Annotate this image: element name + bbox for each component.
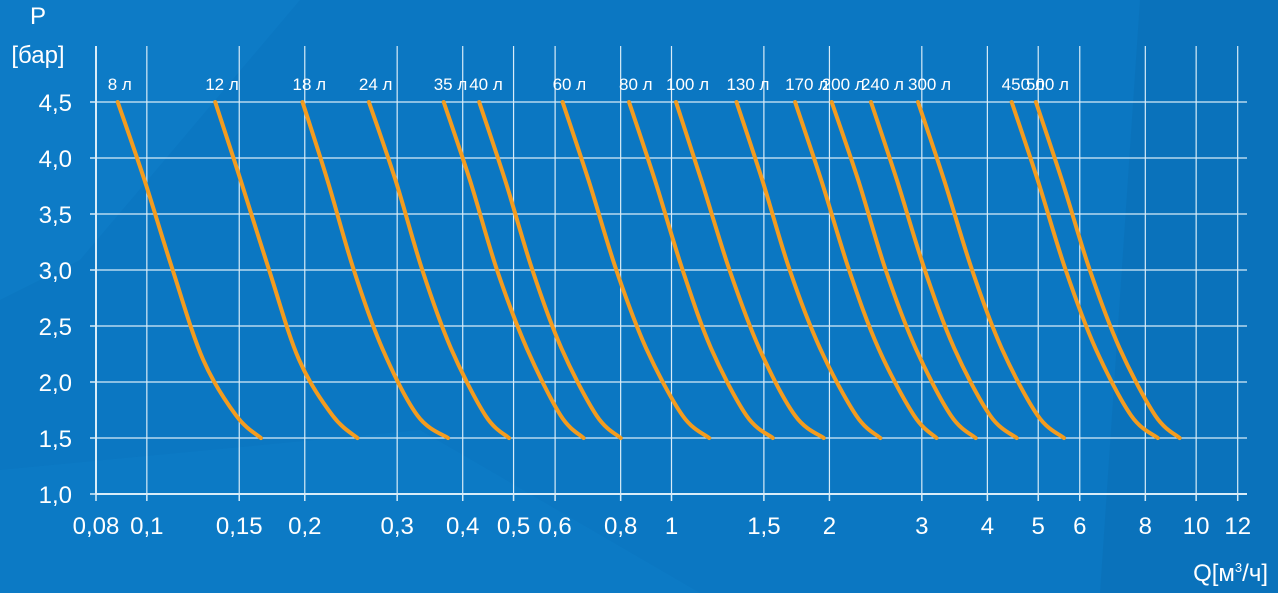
x-axis-label-main: Q[м (1193, 560, 1235, 587)
series-label: 500 л (1026, 75, 1069, 94)
x-tick-label: 0,08 (73, 513, 120, 540)
y-tick-label: 2,0 (39, 370, 72, 397)
y-tick-label: 1,5 (39, 426, 72, 453)
axis-titles: P [бар] Q[м3/ч] (11, 3, 1268, 587)
x-axis-label-end: /ч] (1242, 560, 1268, 587)
series-label: 170 л (785, 75, 828, 94)
curve-line (213, 100, 360, 440)
y-axis-unit: [бар] (11, 42, 64, 69)
curve-line (793, 100, 939, 440)
series-label: 80 л (619, 75, 653, 94)
tick-labels: 1,0 1,5 2,0 2,5 3,0 3,5 4,0 4,5 0,08 0,1 0,15 0,2 0,… (39, 90, 1251, 540)
x-tick-label: 6 (1073, 513, 1086, 540)
x-tick-label: 0,8 (604, 513, 637, 540)
curve-line (560, 100, 712, 440)
curve-line (829, 100, 978, 440)
series-label: 24 л (359, 75, 393, 94)
curve-line (627, 100, 775, 440)
series-label: 200 л (822, 75, 865, 94)
series-label: 8 л (108, 75, 132, 94)
x-tick-label: 3 (915, 513, 928, 540)
series-label: 240 л (861, 75, 904, 94)
x-axis-label-superscript: 3 (1235, 560, 1242, 575)
y-tick-label: 3,0 (39, 258, 72, 285)
y-tick-label: 2,5 (39, 314, 72, 341)
x-tick-label: 10 (1183, 513, 1210, 540)
x-tick-label: 2 (823, 513, 836, 540)
curve-line (300, 100, 450, 440)
x-tick-label: 4 (981, 513, 994, 540)
series-label: 300 л (908, 75, 951, 94)
series-label: 130 л (726, 75, 769, 94)
curve-line (734, 100, 883, 440)
x-tick-label: 1 (665, 513, 678, 540)
y-tick-label: 1,0 (39, 482, 72, 509)
series-label: 35 л (434, 75, 468, 94)
x-tick-label: 1,5 (747, 513, 780, 540)
axes (90, 46, 1247, 501)
curve-line (674, 100, 826, 440)
x-tick-label: 0,5 (497, 513, 530, 540)
curve-line (115, 100, 263, 440)
x-tick-label: 0,6 (538, 513, 571, 540)
y-tick-label: 4,0 (39, 146, 72, 173)
y-axis-label: P (30, 3, 46, 30)
x-tick-label: 0,4 (446, 513, 479, 540)
series-label: 18 л (292, 75, 326, 94)
curve-line (1009, 100, 1160, 440)
series-labels: 8 л 12 л 18 л 24 л 35 л 40 л 60 л 80 л 100 л 130 … (108, 75, 1069, 94)
x-axis-label: Q[м3/ч] (1193, 560, 1268, 587)
y-tick-label: 4,5 (39, 90, 72, 117)
x-tick-label: 5 (1032, 513, 1045, 540)
curve-line (441, 100, 586, 440)
x-tick-label: 8 (1139, 513, 1152, 540)
series-label: 100 л (666, 75, 709, 94)
x-tick-label: 0,15 (216, 513, 263, 540)
x-tick-label: 0,3 (380, 513, 413, 540)
curve-line (1033, 100, 1182, 440)
series-label: 60 л (553, 75, 587, 94)
y-tick-label: 3,5 (39, 202, 72, 229)
series-label: 12 л (205, 75, 239, 94)
curve-line (869, 100, 1019, 440)
x-tick-label: 0,2 (288, 513, 321, 540)
series-label: 450 л (1002, 75, 1045, 94)
curves (115, 100, 1182, 440)
x-tick-label: 12 (1224, 513, 1251, 540)
curve-line (916, 100, 1066, 440)
series-label: 40 л (469, 75, 503, 94)
curve-line (366, 100, 511, 440)
curve-line (477, 100, 623, 440)
x-tick-label: 0,1 (130, 513, 163, 540)
